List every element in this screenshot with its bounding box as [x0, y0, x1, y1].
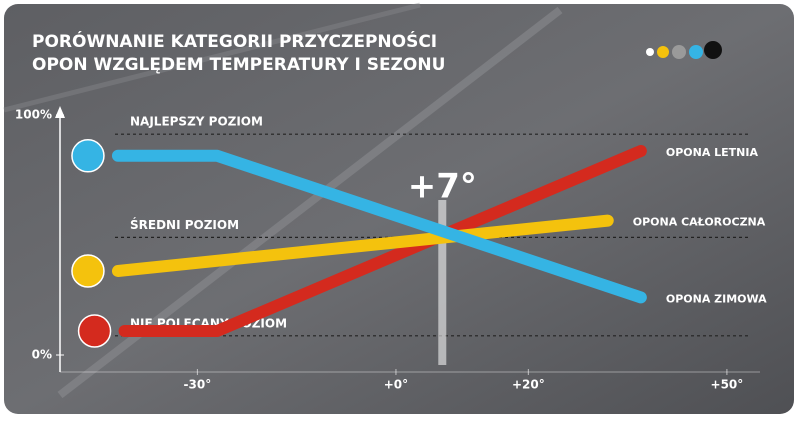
reference-label: NAJLEPSZY POZIOM: [130, 115, 263, 129]
road-marking: [3, 2, 421, 113]
series-label: OPONA LETNIA: [666, 146, 759, 159]
reference-label: ŚREDNI POZIOM: [130, 217, 239, 232]
x-tick-label: -30°: [184, 378, 212, 392]
series-line: [111, 214, 614, 277]
series-icon: [71, 254, 105, 288]
series-icon: [77, 314, 112, 348]
x-tick-label: +50°: [711, 378, 744, 392]
y-tick-label: 100%: [15, 108, 52, 122]
x-tick-label: +0°: [384, 378, 408, 392]
annotation-marker: [438, 200, 447, 365]
series-line: [111, 149, 647, 304]
series-line: [118, 145, 647, 337]
annotation-label: +7°: [408, 167, 477, 207]
x-tick-label: +20°: [512, 378, 545, 392]
background: [4, 4, 794, 414]
series-icon: [71, 139, 105, 173]
chart-title: OPON WZGLĘDEM TEMPERATURY I SEZONU: [32, 55, 445, 75]
series-label: OPONA ZIMOWA: [666, 292, 767, 305]
y-tick-label: 0%: [32, 348, 52, 362]
logo: [646, 41, 722, 59]
series-label: OPONA CAŁOROCZNA: [633, 216, 766, 229]
chart-title: PORÓWNANIE KATEGORII PRZYCZEPNOŚCI: [32, 30, 437, 52]
